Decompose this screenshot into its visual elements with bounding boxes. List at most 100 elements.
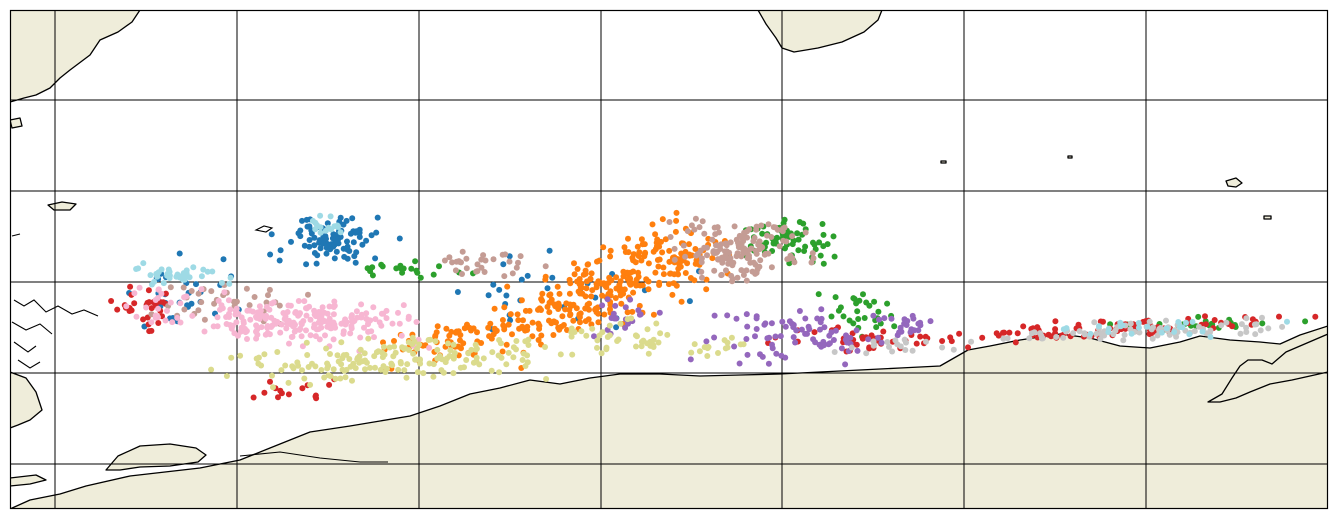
- observation-point: [313, 222, 320, 228]
- observation-point: [217, 306, 223, 313]
- observation-point: [377, 366, 384, 373]
- landmass-south-coast: [10, 325, 1328, 509]
- observation-point: [218, 279, 225, 286]
- observation-point: [586, 306, 592, 313]
- observation-point: [476, 361, 483, 368]
- observation-point: [505, 321, 512, 328]
- observation-point: [446, 332, 453, 339]
- observation-point: [227, 274, 234, 281]
- observation-point: [613, 285, 620, 292]
- observation-point: [866, 344, 873, 351]
- observation-point: [649, 221, 656, 228]
- observation-point: [147, 272, 154, 279]
- observation-point: [399, 344, 406, 351]
- observation-point: [372, 316, 379, 323]
- observation-point: [473, 268, 480, 275]
- observation-point: [267, 378, 273, 385]
- observation-point: [538, 332, 545, 339]
- observation-point: [743, 336, 750, 342]
- observation-point: [772, 333, 779, 340]
- observation-point: [303, 339, 310, 346]
- observation-point: [1183, 319, 1189, 326]
- observation-point: [884, 300, 891, 307]
- observation-point: [235, 310, 242, 317]
- observation-point: [698, 268, 705, 275]
- observation-point: [158, 266, 165, 273]
- observation-point: [237, 352, 244, 359]
- observation-point: [278, 367, 285, 374]
- observation-point: [307, 381, 314, 388]
- observation-point: [198, 299, 205, 306]
- observation-point: [828, 313, 835, 320]
- observation-point: [413, 319, 420, 325]
- observation-point: [490, 281, 497, 288]
- observation-point: [457, 364, 464, 371]
- observation-point: [653, 243, 660, 250]
- observation-point: [220, 256, 227, 263]
- observation-point: [322, 332, 328, 339]
- observation-point: [321, 374, 328, 381]
- observation-point: [778, 352, 785, 359]
- observation-point: [612, 295, 619, 301]
- observation-point: [1186, 331, 1193, 338]
- observation-point: [724, 339, 731, 346]
- observation-point: [396, 320, 403, 327]
- observation-point: [684, 260, 691, 267]
- observation-point: [692, 215, 699, 222]
- observation-point: [358, 314, 365, 321]
- observation-point: [802, 330, 809, 337]
- observation-point: [313, 260, 320, 267]
- observation-point: [603, 344, 610, 351]
- observation-point: [410, 350, 417, 357]
- observation-point: [304, 352, 311, 358]
- observation-point: [724, 344, 731, 351]
- observation-point: [319, 304, 326, 311]
- observation-point: [1127, 320, 1134, 327]
- observation-point: [723, 267, 729, 274]
- observation-point: [346, 356, 353, 362]
- observation-point: [680, 242, 687, 249]
- observation-point: [765, 360, 772, 367]
- observation-point: [552, 303, 559, 310]
- observation-point: [606, 322, 613, 329]
- observation-point: [886, 343, 892, 350]
- observation-point: [714, 248, 721, 255]
- observation-point: [546, 247, 553, 254]
- observation-point: [889, 348, 896, 355]
- observation-point: [303, 305, 310, 312]
- observation-point: [1063, 325, 1070, 332]
- observation-point: [1179, 324, 1186, 331]
- observation-point: [782, 323, 789, 330]
- observation-point: [303, 312, 310, 319]
- observation-point: [542, 263, 549, 270]
- observation-point: [146, 328, 153, 335]
- observation-point: [529, 333, 536, 340]
- observation-point: [629, 308, 636, 315]
- observation-point: [1026, 335, 1033, 342]
- observation-point: [363, 359, 370, 366]
- observation-point: [809, 250, 816, 257]
- observation-point: [642, 249, 649, 256]
- observation-point: [585, 261, 592, 268]
- observation-point: [282, 362, 289, 369]
- observation-point: [314, 252, 321, 259]
- coastline-west-fjords: [11, 299, 99, 369]
- observation-point: [344, 238, 350, 245]
- observation-point: [790, 237, 797, 244]
- observation-point: [450, 341, 457, 348]
- observation-point: [344, 243, 351, 250]
- observation-point: [1000, 329, 1006, 336]
- observation-point: [1163, 317, 1169, 324]
- observation-point: [277, 329, 284, 336]
- observation-point: [535, 306, 541, 313]
- observation-point: [195, 290, 202, 297]
- observation-point: [913, 340, 920, 347]
- observation-point: [253, 335, 260, 342]
- observation-point: [568, 302, 575, 309]
- observation-point: [549, 274, 556, 281]
- observation-point: [258, 362, 265, 369]
- observation-point: [613, 274, 620, 281]
- observation-point: [370, 304, 377, 311]
- observation-point: [878, 339, 885, 346]
- observation-point: [633, 343, 639, 350]
